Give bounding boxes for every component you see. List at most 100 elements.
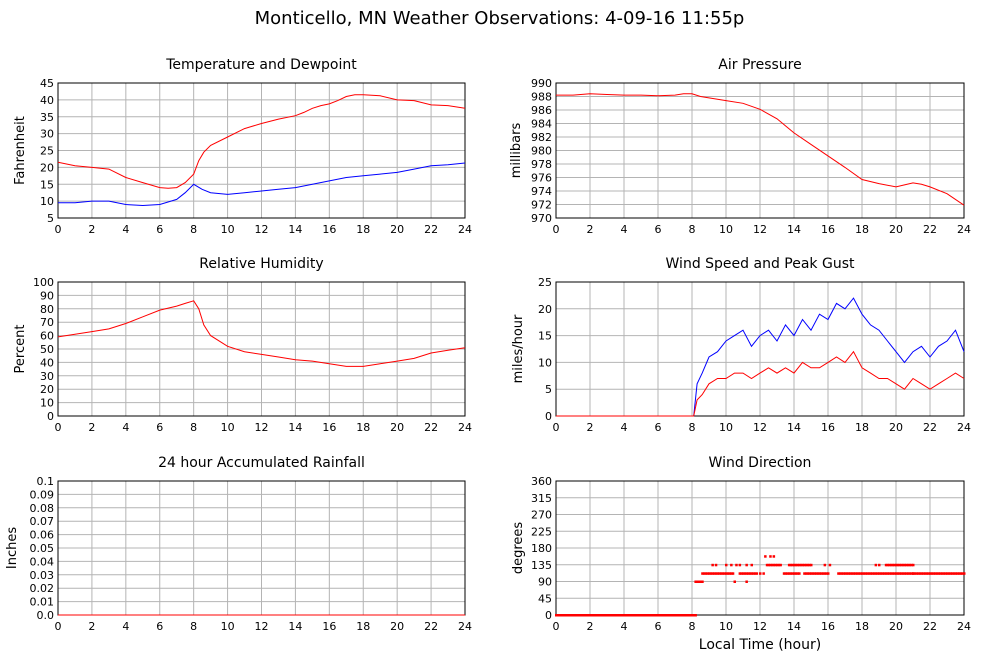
direction-point (906, 572, 910, 575)
direction-point (935, 572, 939, 575)
direction-point (772, 563, 776, 567)
direction-point (704, 572, 708, 575)
direction-ytick-label: 90 (538, 576, 552, 589)
rain-ytick-label: 0.02 (30, 582, 55, 595)
direction-point (957, 572, 961, 575)
direction-point (861, 572, 864, 575)
direction-point (713, 572, 716, 575)
wind-xtick-label: 22 (923, 421, 937, 434)
temp-xtick-label: 18 (356, 223, 370, 236)
direction-point (592, 614, 595, 617)
wind-ylabel: miles/hour (511, 314, 526, 383)
direction-point (895, 572, 898, 575)
rain-ytick-label: 0.07 (30, 515, 55, 528)
direction-point (602, 614, 606, 617)
direction-point (617, 614, 621, 617)
direction-point (820, 572, 823, 575)
direction-point (650, 614, 653, 617)
direction-point (920, 572, 923, 575)
direction-point (774, 563, 777, 567)
rain-ytick-label: 0.09 (30, 488, 55, 501)
direction-xtick-label: 10 (719, 620, 733, 633)
direction-point (604, 614, 607, 617)
direction-point (701, 572, 704, 575)
direction-point (874, 572, 878, 575)
temp-ytick-label: 10 (40, 195, 54, 208)
direction-point (808, 563, 811, 567)
direction-point (776, 563, 779, 567)
direction-point (881, 572, 884, 575)
rain-ytick-label: 0.1 (37, 475, 55, 488)
temp-frame (57, 82, 466, 219)
direction-point (578, 614, 582, 617)
direction-xlabel: Local Time (hour) (699, 637, 821, 653)
direction-point (711, 572, 714, 575)
rain-xtick-label: 14 (288, 620, 302, 633)
direction-point (808, 572, 811, 575)
direction-point (796, 572, 799, 575)
humidity-title: Relative Humidity (199, 256, 323, 272)
direction-point (929, 572, 932, 575)
rain-ylabel: Inches (5, 527, 20, 569)
direction-point (684, 614, 687, 617)
direction-point (629, 614, 633, 617)
direction-point (866, 572, 869, 575)
direction-point (709, 572, 713, 575)
wind-xtick-label: 8 (689, 421, 696, 434)
rain-ytick-label: 0.08 (30, 502, 55, 515)
rain-xtick-label: 16 (322, 620, 336, 633)
direction-point (634, 614, 638, 617)
humidity-frame (57, 281, 466, 417)
direction-point (905, 563, 908, 567)
direction-point (923, 572, 927, 575)
pressure-xtick-label: 6 (655, 223, 662, 236)
direction-point (755, 572, 759, 575)
direction-point (619, 614, 623, 617)
direction-point (694, 614, 697, 617)
direction-point (849, 572, 852, 575)
direction-point (871, 572, 874, 575)
direction-point (740, 572, 743, 575)
direction-point (745, 563, 748, 567)
humidity-xtick-label: 10 (221, 421, 235, 434)
temp-ytick-label: 30 (40, 128, 54, 141)
wind-xtick-label: 20 (889, 421, 903, 434)
temp-xtick-label: 16 (322, 223, 336, 236)
direction-point (794, 563, 798, 567)
direction-point (708, 572, 711, 575)
direction-point (767, 563, 770, 567)
humidity-xtick-label: 24 (458, 421, 472, 434)
direction-point (638, 614, 641, 617)
direction-point (913, 572, 917, 575)
direction-point (888, 563, 891, 567)
direction-point (840, 572, 844, 575)
wind-series-0-line (556, 297, 965, 417)
direction-point (694, 580, 697, 583)
pressure-ytick-label: 970 (531, 212, 552, 225)
humidity-xtick-label: 12 (255, 421, 269, 434)
direction-point (743, 572, 747, 575)
direction-point (961, 572, 964, 575)
pressure-xtick-label: 24 (957, 223, 971, 236)
direction-point (696, 580, 699, 583)
direction-point (714, 563, 718, 567)
direction-point (794, 572, 798, 575)
direction-point (796, 563, 799, 567)
temp-xtick-label: 10 (221, 223, 235, 236)
direction-xtick-label: 6 (655, 620, 662, 633)
direction-point (854, 572, 857, 575)
direction-ytick-label: 315 (531, 492, 552, 505)
direction-point (879, 572, 883, 575)
direction-point (912, 572, 915, 575)
humidity-ytick-label: 10 (40, 397, 54, 410)
direction-point (568, 614, 572, 617)
direction-point (821, 572, 825, 575)
direction-point (770, 563, 774, 567)
direction-point (587, 614, 590, 617)
pressure-xtick-label: 4 (621, 223, 628, 236)
direction-point (719, 572, 723, 575)
humidity-ytick-label: 40 (40, 356, 54, 369)
rain-ytick-label: 0.05 (30, 542, 55, 555)
direction-point (728, 572, 731, 575)
direction-point (611, 614, 614, 617)
